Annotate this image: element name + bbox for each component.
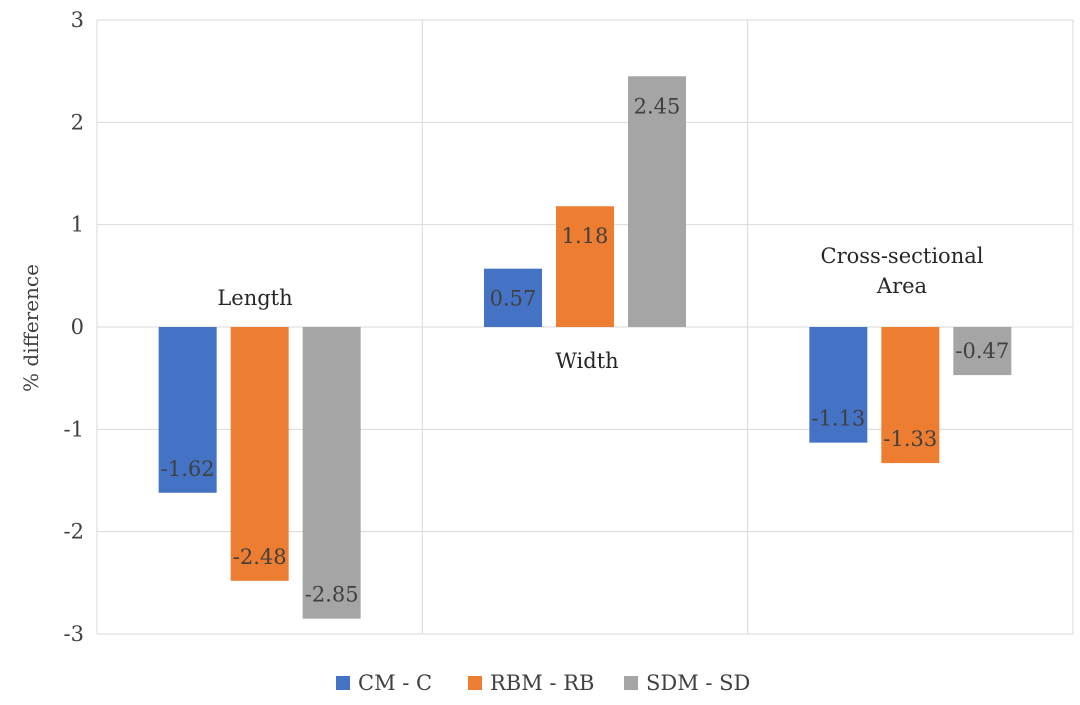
category-label: Cross-sectional Area (821, 244, 984, 298)
y-tick-labels: 3 2 1 0 -1 -2 -3 (64, 8, 84, 646)
bar-rbm-rb (881, 327, 940, 464)
legend-swatch (624, 676, 638, 690)
bar-cm-c (809, 327, 868, 443)
legend-label: CM - C (358, 671, 432, 695)
data-label: -1.62 (161, 457, 215, 481)
legend-label: SDM - SD (646, 671, 750, 695)
data-label: 2.45 (634, 94, 681, 118)
legend-swatch (468, 676, 482, 690)
y-tick-label: 2 (71, 110, 84, 134)
y-tick-label: -1 (64, 417, 84, 441)
bar-rbm-rb (230, 327, 289, 581)
legend-swatch (336, 676, 350, 690)
bar-cm-c (484, 268, 542, 327)
bar-rbm-rb (556, 206, 614, 327)
legend-label: RBM - RB (490, 671, 594, 695)
bars (158, 76, 1012, 619)
category-labels: Length Width Cross-sectional Area (217, 244, 983, 373)
data-labels: -1.62 -2.48 -2.85 0.57 1.18 2.45 -1.13 -1.33 -0.… (161, 94, 1010, 606)
data-label: 0.57 (490, 287, 537, 311)
data-label: -2.85 (305, 583, 359, 607)
data-label: -0.47 (955, 339, 1009, 363)
y-tick-label: -3 (64, 622, 84, 646)
category-label: Length (217, 286, 292, 310)
bar-sdm-sd (302, 327, 361, 619)
category-label: Width (555, 349, 618, 373)
legend: CM - C RBM - RB SDM - SD (336, 671, 750, 695)
data-label: -1.13 (811, 407, 865, 431)
y-axis-title: % difference (19, 264, 43, 392)
y-tick-label: -2 (64, 520, 84, 544)
bar-cm-c (158, 327, 217, 493)
y-tick-label: 0 (71, 315, 84, 339)
data-label: 1.18 (562, 224, 609, 248)
bar-sdm-sd (628, 76, 686, 328)
data-label: -1.33 (883, 427, 937, 451)
data-label: -2.48 (233, 545, 287, 569)
y-tick-label: 3 (71, 8, 84, 32)
y-tick-label: 1 (71, 213, 84, 237)
bar-sdm-sd (953, 327, 1012, 376)
